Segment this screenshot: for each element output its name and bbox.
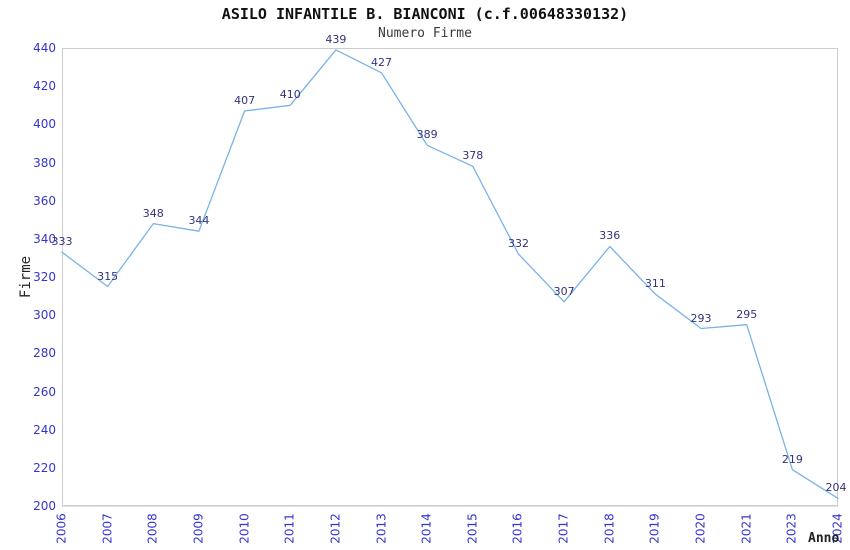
- data-point-label: 295: [736, 307, 758, 321]
- y-tick-label: 240: [33, 422, 56, 437]
- y-tick-label: 200: [33, 499, 56, 513]
- data-point-label: 378: [462, 149, 484, 163]
- data-point-label: 332: [507, 237, 529, 251]
- y-tick-label: 340: [33, 231, 56, 246]
- y-tick-label: 400: [33, 117, 56, 132]
- data-point-label: 410: [279, 88, 301, 102]
- data-point-label: 333: [51, 235, 73, 249]
- chart-subtitle: Numero Firme: [378, 26, 472, 41]
- data-point-label: 427: [371, 55, 393, 69]
- plot-area: [62, 48, 838, 506]
- grid-line: [62, 506, 838, 507]
- x-axis-title: Anno: [808, 531, 840, 546]
- data-point-label: 293: [690, 311, 712, 325]
- data-point-label: 219: [781, 452, 803, 466]
- y-tick-label: 380: [33, 155, 56, 170]
- data-point-label: 336: [599, 229, 621, 243]
- y-tick-label: 320: [33, 270, 56, 284]
- data-point-label: 204: [825, 481, 847, 495]
- data-point-label: 315: [97, 269, 119, 283]
- data-point-label: 344: [188, 214, 210, 228]
- data-point-label: 311: [644, 277, 666, 291]
- data-point-label: 348: [142, 206, 164, 220]
- y-tick-label: 220: [33, 460, 56, 475]
- y-tick-label: 420: [33, 79, 56, 94]
- series-line: [61, 49, 839, 500]
- data-point-label: 439: [325, 32, 347, 46]
- y-tick-label: 260: [33, 384, 56, 399]
- y-tick-label: 440: [33, 41, 56, 55]
- y-tick-label: 280: [33, 346, 56, 361]
- data-point-label: 389: [416, 128, 438, 142]
- data-point-label: 407: [234, 93, 256, 107]
- data-point-label: 307: [553, 284, 575, 298]
- chart-title: ASILO INFANTILE B. BIANCONI (c.f.0064833…: [221, 5, 629, 23]
- y-tick-label: 360: [33, 193, 56, 208]
- y-tick-label: 300: [33, 308, 56, 323]
